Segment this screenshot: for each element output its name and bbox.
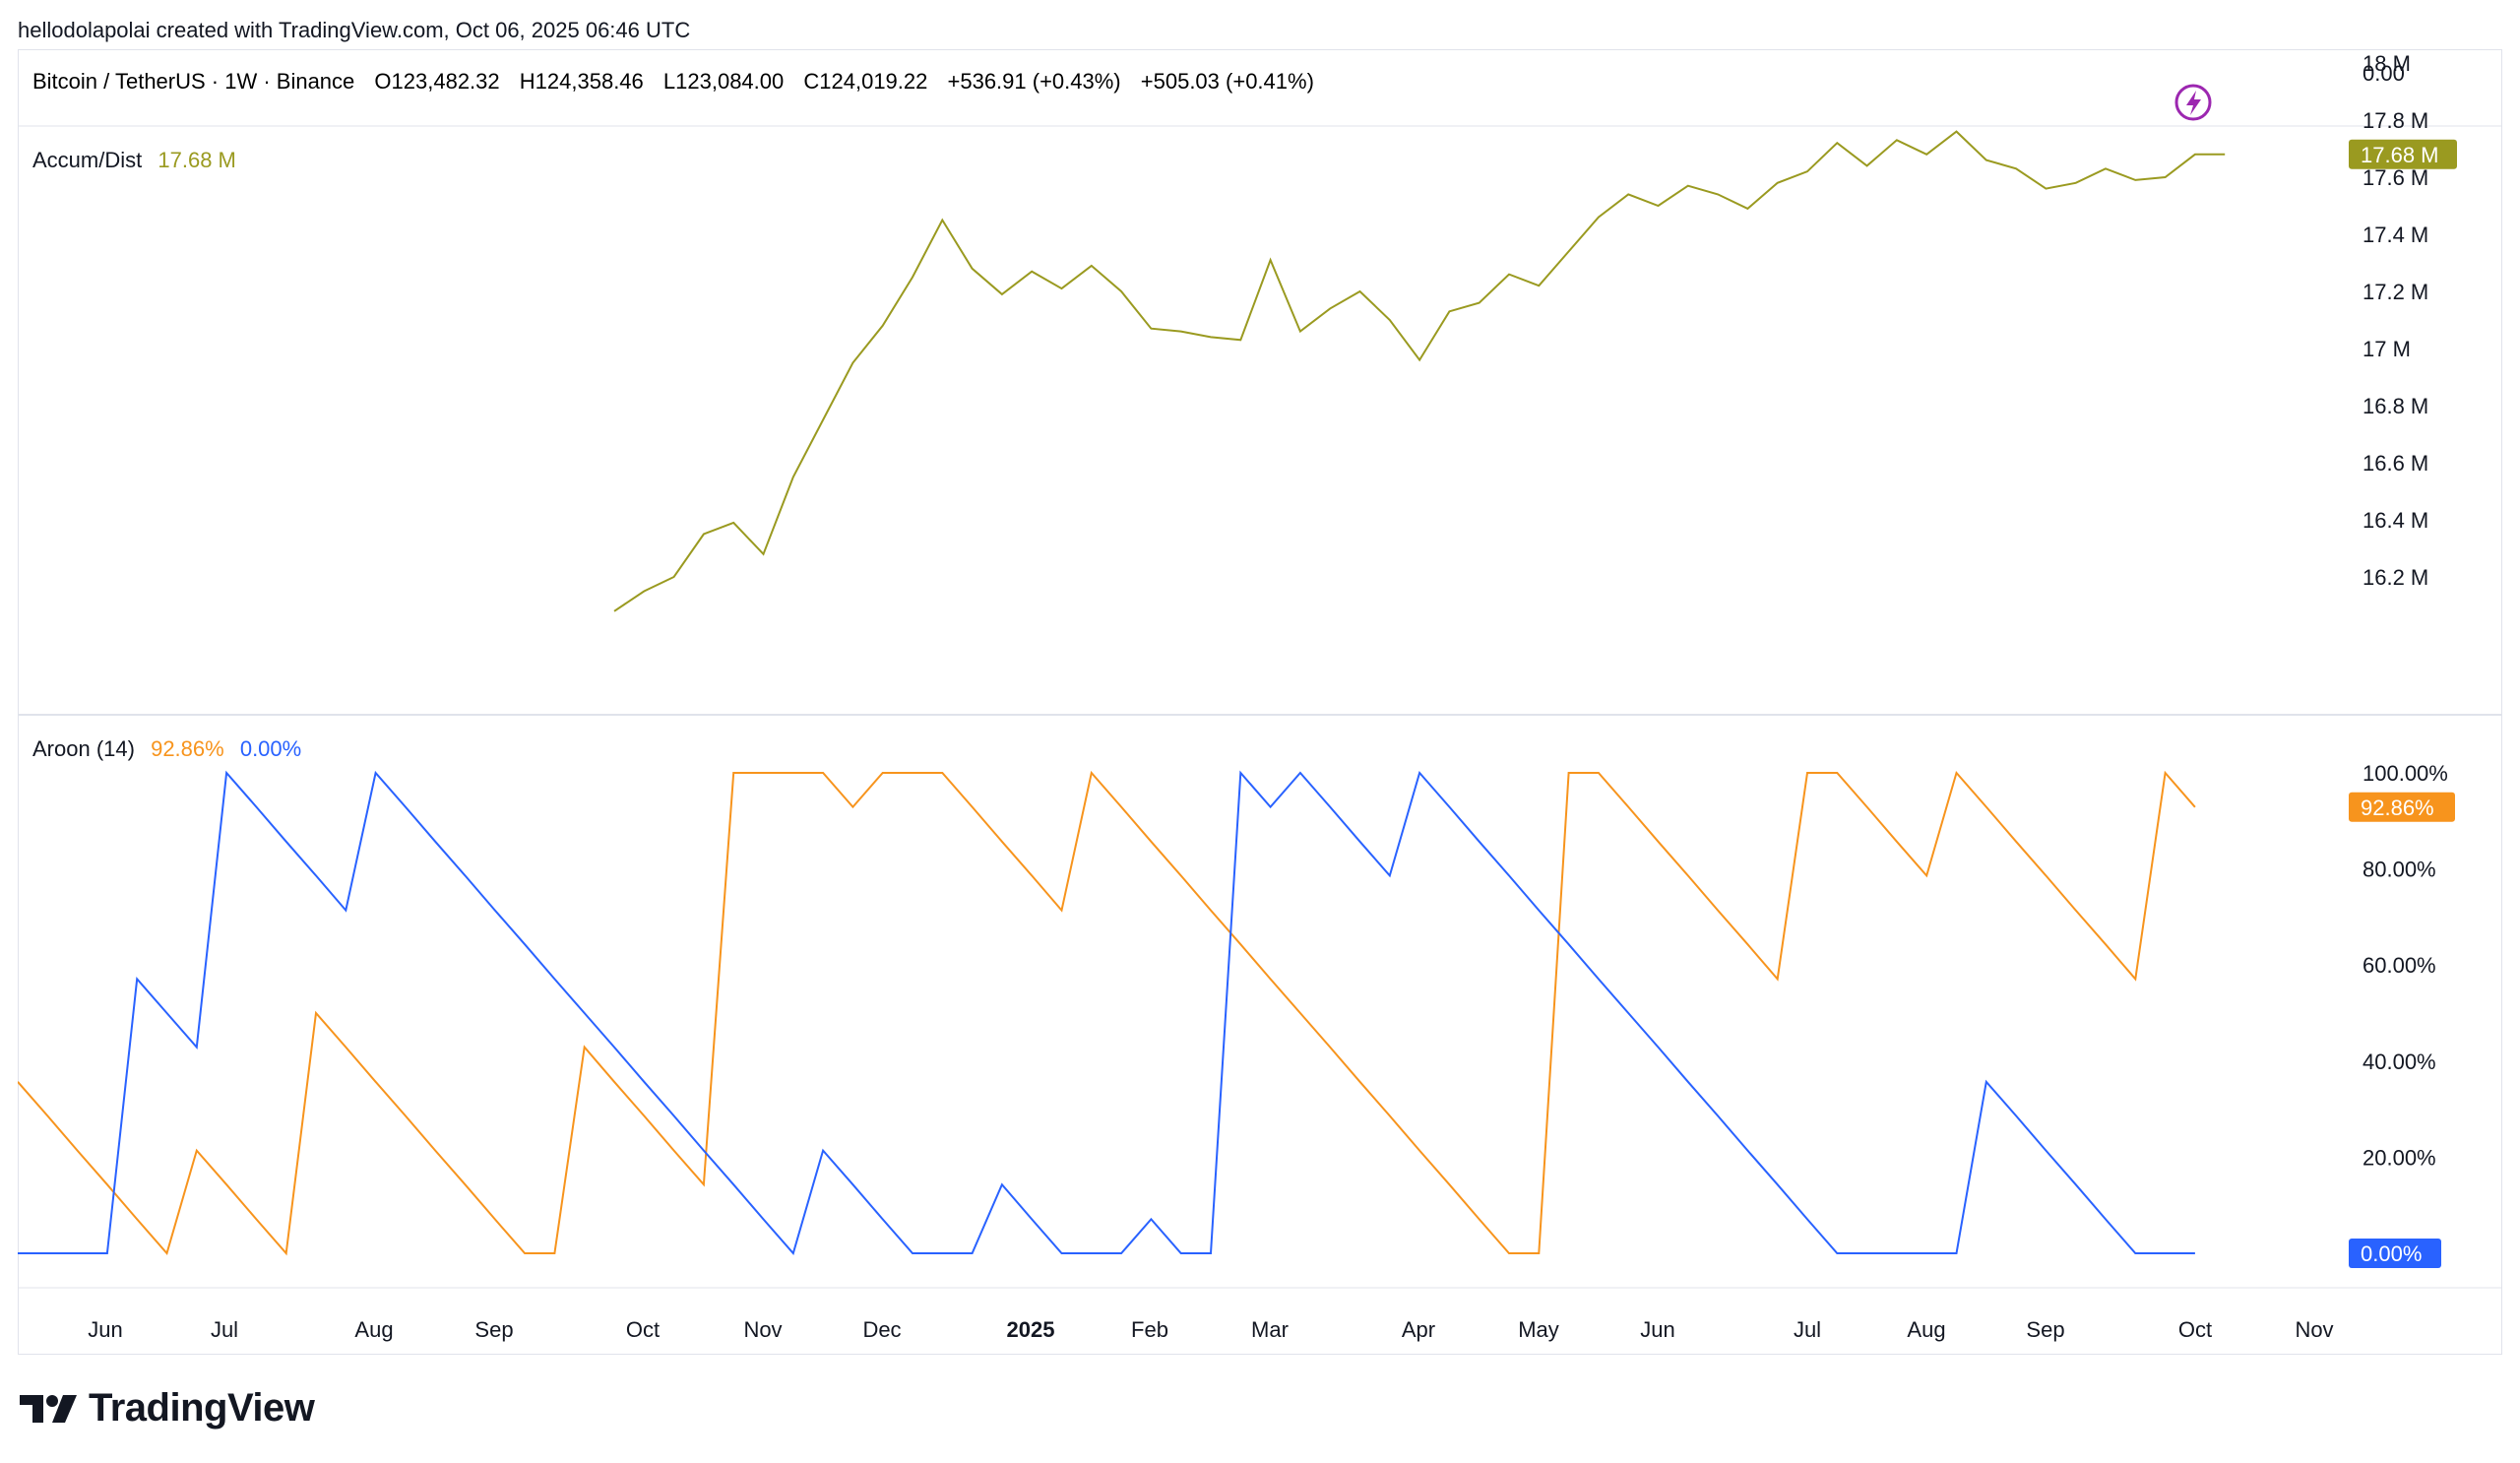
time-axis-label: Mar [1251, 1317, 1289, 1342]
ohlc-close: C124,019.22 [803, 69, 927, 94]
ad-last-value-label: 17.68 M [2361, 143, 2439, 167]
aroon-tick-label: 60.00% [2362, 953, 2436, 978]
ohlc-high: H124,358.46 [520, 69, 644, 94]
ad-last-value-badge [2349, 139, 2457, 169]
ad-tick-label: 17 M [2362, 337, 2411, 361]
tradingview-logo-text: TradingView [89, 1386, 315, 1430]
axes: 18 M 17.8 M 17.6 M 17.4 M 17.2 M 17 M 16.8 M 16… [88, 51, 2457, 1342]
time-axis-label: Sep [474, 1317, 513, 1342]
time-axis-label: Jun [1640, 1317, 1674, 1342]
aroon-up-value: 92.86% [151, 736, 224, 761]
time-axis-label: Aug [1907, 1317, 1945, 1342]
ad-tick-label: 16.8 M [2362, 394, 2428, 418]
ohlc-low: L123,084.00 [663, 69, 784, 94]
price-axis-value: 0.00 [2362, 61, 2405, 86]
ad-tick-label: 17.6 M [2362, 165, 2428, 190]
chart-credit: hellodolapolai created with TradingView.… [18, 18, 691, 42]
ad-tick-label: 18 M [2362, 51, 2411, 76]
time-axis-label: Oct [2178, 1317, 2212, 1342]
time-axis-label: 2025 [1007, 1317, 1055, 1342]
aroon-down-badge [2349, 1239, 2441, 1268]
tradingview-logo-icon [20, 1394, 77, 1423]
aroon-title: Aroon (14) [32, 736, 135, 761]
symbol-legend[interactable]: Bitcoin / TetherUS · 1W · Binance O123,4… [32, 69, 1314, 94]
aroon-plot-area[interactable] [18, 770, 2196, 1256]
aroon-tick-label: 20.00% [2362, 1145, 2436, 1170]
ad-tick-label: 16.6 M [2362, 451, 2428, 476]
aroon-down-line[interactable] [18, 770, 2195, 1256]
ad-plot-area[interactable] [613, 130, 2226, 612]
aroon-up-badge [2349, 792, 2455, 822]
time-axis-label: Dec [862, 1317, 901, 1342]
aroon-tick-label: 80.00% [2362, 858, 2436, 882]
symbol-title: Bitcoin / TetherUS · 1W · Binance [32, 69, 354, 94]
ad-title: Accum/Dist [32, 148, 142, 172]
ad-tick-label: 17.8 M [2362, 108, 2428, 133]
ad-value: 17.68 M [158, 148, 236, 172]
ohlc-open: O123,482.32 [374, 69, 499, 94]
ad-line[interactable] [613, 130, 2226, 612]
time-axis-label: Feb [1131, 1317, 1168, 1342]
aroon-up-line[interactable] [18, 770, 2196, 1256]
aroon-tick-label: 100.00% [2362, 761, 2448, 786]
time-axis-label: Nov [743, 1317, 782, 1342]
tradingview-logo[interactable]: TradingView [20, 1386, 315, 1431]
price-change-2: +505.03 (+0.41%) [1141, 69, 1314, 94]
price-change: +536.91 (+0.43%) [948, 69, 1121, 94]
aroon-down-badge-label: 0.00% [2361, 1241, 2422, 1266]
time-axis-label: Jul [211, 1317, 238, 1342]
time-axis-label: Aug [354, 1317, 393, 1342]
aroon-legend[interactable]: Aroon (14) 92.86% 0.00% [32, 736, 301, 761]
ad-tick-label: 16.4 M [2362, 508, 2428, 533]
time-axis-label: Sep [2026, 1317, 2064, 1342]
time-axis-label: Oct [626, 1317, 660, 1342]
aroon-up-badge-label: 92.86% [2361, 795, 2434, 820]
time-axis-label: Jun [88, 1317, 122, 1342]
time-axis-label: Nov [2295, 1317, 2333, 1342]
aroon-tick-label: 40.00% [2362, 1050, 2436, 1074]
ad-tick-label: 17.4 M [2362, 223, 2428, 247]
ad-legend[interactable]: Accum/Dist 17.68 M [32, 148, 236, 172]
lightning-bolt-icon[interactable] [2174, 84, 2212, 121]
ad-tick-label: 17.2 M [2362, 280, 2428, 304]
chart-frame [18, 49, 2502, 1355]
time-axis-label: Jul [1794, 1317, 1821, 1342]
time-axis-label: May [1518, 1317, 1559, 1342]
time-axis-label: Apr [1402, 1317, 1435, 1342]
aroon-down-value: 0.00% [240, 736, 301, 761]
ad-tick-label: 16.2 M [2362, 565, 2428, 590]
